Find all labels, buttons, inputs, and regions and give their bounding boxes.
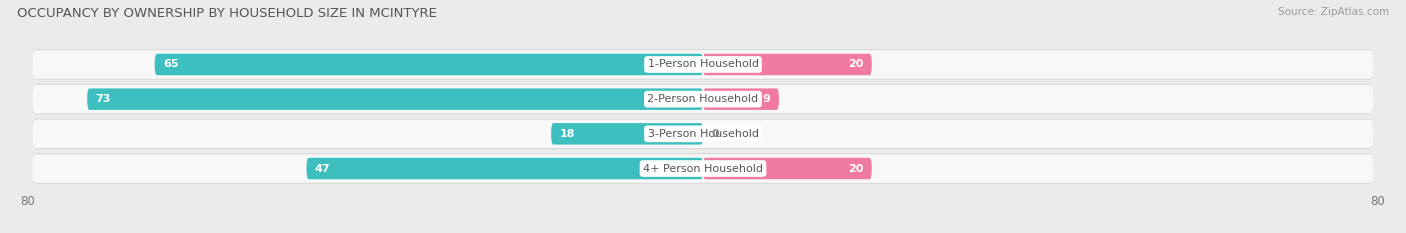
Text: 73: 73 (96, 94, 111, 104)
Text: 1-Person Household: 1-Person Household (648, 59, 758, 69)
FancyBboxPatch shape (703, 88, 779, 110)
FancyBboxPatch shape (307, 158, 703, 179)
Text: 0: 0 (711, 129, 718, 139)
FancyBboxPatch shape (32, 49, 1374, 80)
Text: 47: 47 (315, 164, 330, 174)
FancyBboxPatch shape (155, 54, 703, 75)
FancyBboxPatch shape (32, 120, 1374, 148)
Text: 65: 65 (163, 59, 179, 69)
FancyBboxPatch shape (32, 119, 1374, 149)
Text: OCCUPANCY BY OWNERSHIP BY HOUSEHOLD SIZE IN MCINTYRE: OCCUPANCY BY OWNERSHIP BY HOUSEHOLD SIZE… (17, 7, 437, 20)
FancyBboxPatch shape (32, 50, 1374, 79)
Text: 20: 20 (848, 59, 863, 69)
FancyBboxPatch shape (32, 84, 1374, 114)
Text: 20: 20 (848, 164, 863, 174)
FancyBboxPatch shape (551, 123, 703, 145)
FancyBboxPatch shape (32, 153, 1374, 184)
FancyBboxPatch shape (32, 85, 1374, 113)
Text: 18: 18 (560, 129, 575, 139)
Text: 9: 9 (762, 94, 770, 104)
Text: 2-Person Household: 2-Person Household (647, 94, 759, 104)
FancyBboxPatch shape (87, 88, 703, 110)
FancyBboxPatch shape (703, 158, 872, 179)
FancyBboxPatch shape (32, 154, 1374, 183)
Text: 4+ Person Household: 4+ Person Household (643, 164, 763, 174)
Text: Source: ZipAtlas.com: Source: ZipAtlas.com (1278, 7, 1389, 17)
FancyBboxPatch shape (703, 54, 872, 75)
Text: 3-Person Household: 3-Person Household (648, 129, 758, 139)
